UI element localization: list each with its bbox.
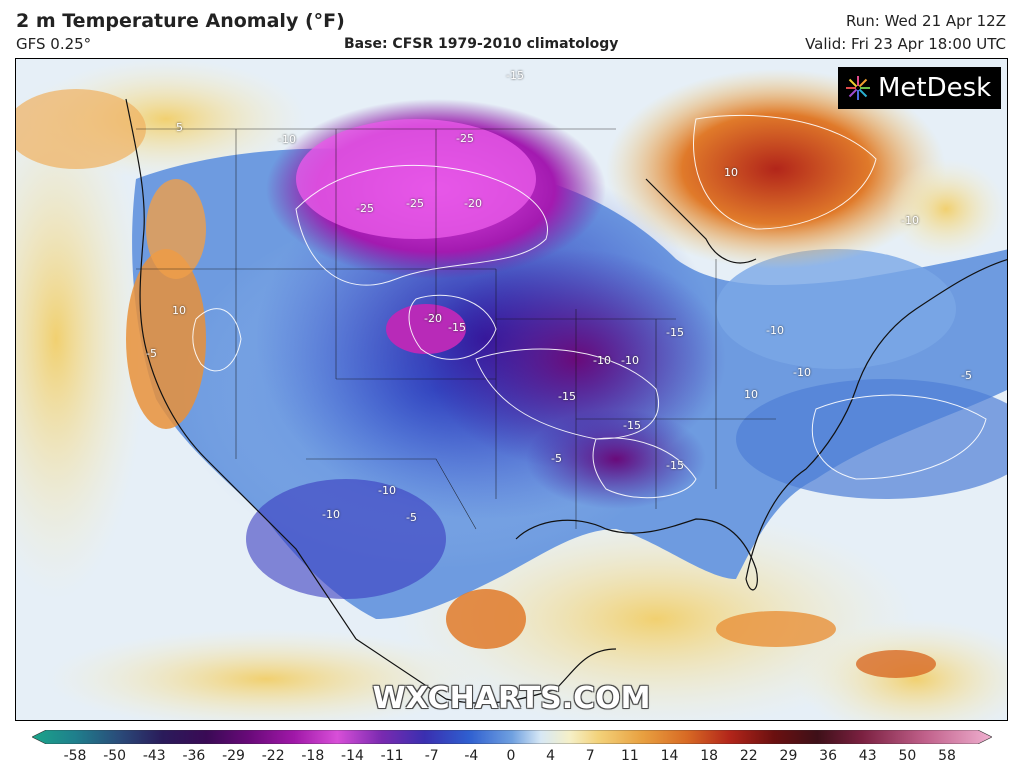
colorbar-tick-label: -18: [301, 748, 325, 764]
contour-label: -5: [406, 511, 417, 524]
run-time-label: Run: Wed 21 Apr 12Z: [846, 12, 1006, 30]
colorbar-tick-label: -22: [261, 748, 285, 764]
contour-label: -15: [666, 459, 684, 472]
colorbar-gradient: [32, 730, 992, 744]
contour-label: -10: [766, 324, 784, 337]
contour-label: -25: [356, 202, 374, 215]
contour-label: -15: [506, 69, 524, 82]
metdesk-logo-text: MetDesk: [878, 73, 992, 103]
contour-label: -25: [456, 132, 474, 145]
colorbar-tick-label: -50: [103, 748, 127, 764]
colorbar-tick-label: -58: [63, 748, 87, 764]
contour-label: 10: [172, 304, 186, 317]
contour-label: -5: [961, 369, 972, 382]
contour-label: -25: [406, 197, 424, 210]
colorbar-tick-label: 22: [739, 748, 758, 764]
contour-label: -10: [621, 354, 639, 367]
contour-label: -10: [901, 214, 919, 227]
colorbar-tick-label: 11: [620, 748, 639, 764]
contour-label: -15: [448, 321, 466, 334]
map-canvas: [16, 59, 1007, 720]
colorbar-tick-label: -11: [380, 748, 404, 764]
colorbar-tick-label: 29: [779, 748, 798, 764]
metdesk-logo-icon: [846, 76, 870, 100]
contour-label: -10: [278, 133, 296, 146]
chart-title: 2 m Temperature Anomaly (°F): [16, 10, 345, 32]
contour-label: 10: [724, 166, 738, 179]
colorbar-tick-label: -4: [464, 748, 479, 764]
contour-label: -20: [464, 197, 482, 210]
contour-label: -15: [623, 419, 641, 432]
colorbar-tick-label: -36: [182, 748, 206, 764]
colorbar-tick-label: 0: [506, 748, 516, 764]
colorbar-tick-label: -43: [142, 748, 166, 764]
contour-label: 10: [744, 388, 758, 401]
contour-label: -15: [558, 390, 576, 403]
wxcharts-watermark: WXCHARTS.COM: [372, 681, 651, 716]
contour-label: -10: [378, 484, 396, 497]
contour-label: -5: [146, 347, 157, 360]
colorbar-tick-label: 58: [938, 748, 956, 764]
metdesk-logo: MetDesk: [838, 67, 1001, 109]
colorbar-tick-label: 18: [700, 748, 719, 764]
colorbar: [32, 730, 992, 744]
contour-label: -20: [424, 312, 442, 325]
contour-label: -10: [793, 366, 811, 379]
colorbar-tick-label: 14: [660, 748, 679, 764]
colorbar-tick-label: 36: [819, 748, 837, 764]
colorbar-tick-label: 43: [858, 748, 877, 764]
anomaly-map[interactable]: MetDesk -15 -25 -25 -20 -25 -10 -20 -15 …: [15, 58, 1008, 721]
model-label: GFS 0.25°: [16, 35, 92, 53]
colorbar-tick-label: -29: [222, 748, 245, 764]
colorbar-tick-label: -7: [424, 748, 439, 764]
contour-label: -10: [322, 508, 340, 521]
climatology-base-label: Base: CFSR 1979-2010 climatology: [344, 36, 619, 52]
colorbar-tick-label: 4: [546, 748, 556, 764]
contour-label: -5: [551, 452, 562, 465]
contour-label: 5: [176, 121, 183, 134]
contour-label: -10: [593, 354, 611, 367]
valid-time-label: Valid: Fri 23 Apr 18:00 UTC: [805, 35, 1006, 53]
colorbar-ticks: -58 -50 -43 -36 -29 -22 -18 -14 -11 -7 -4 0 4 7 11 14 18…: [0, 748, 1024, 768]
colorbar-tick-label: 7: [585, 748, 595, 764]
colorbar-tick-label: 50: [898, 748, 917, 764]
colorbar-tick-label: -14: [341, 748, 364, 764]
contour-label: -15: [666, 326, 684, 339]
